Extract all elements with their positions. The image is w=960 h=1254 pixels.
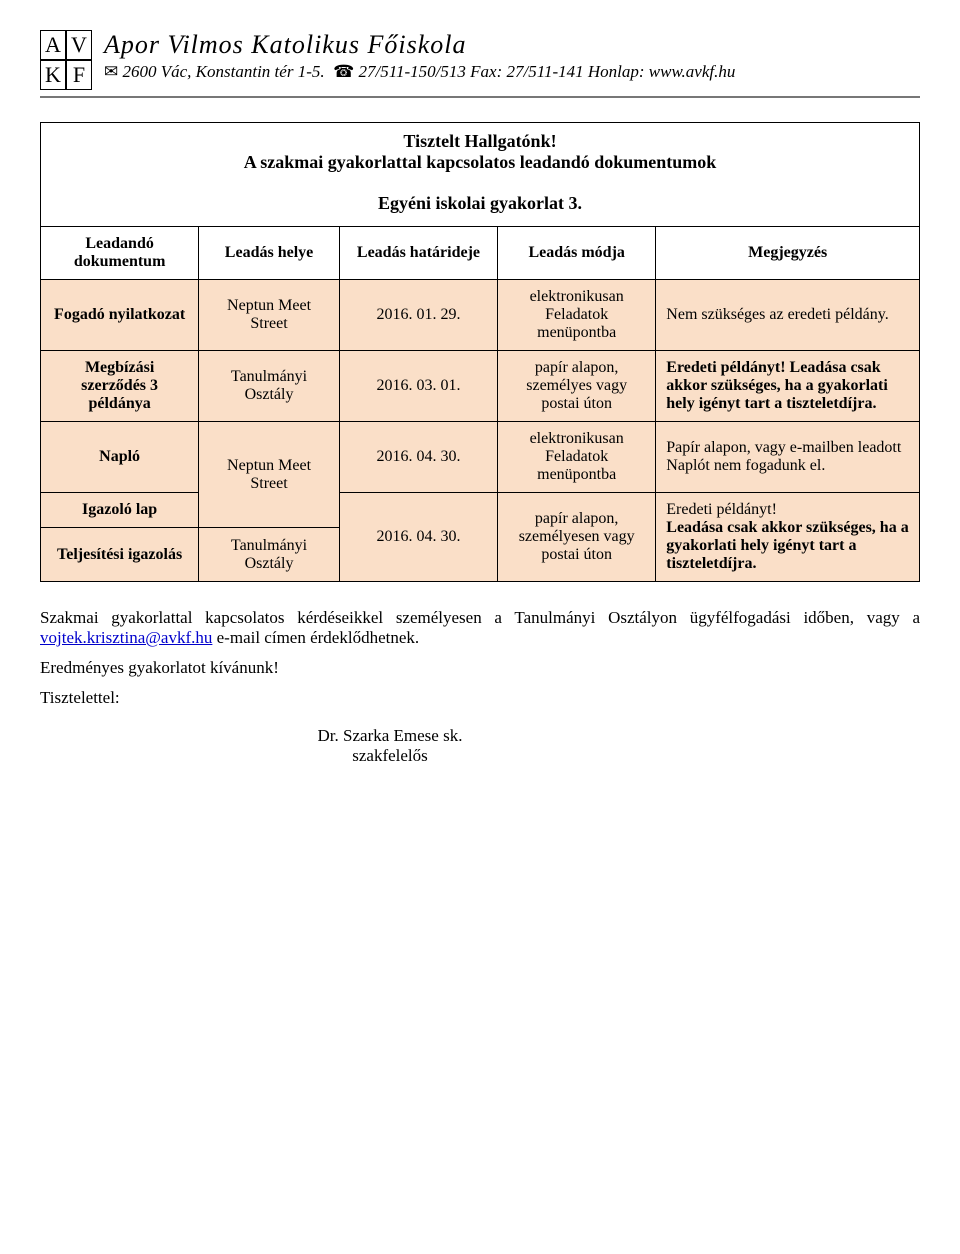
mail-icon: ✉ [104,62,118,81]
col-header: Megjegyzés [656,227,920,280]
method-cell: papír alapon, személyes vagy postai úton [498,351,656,422]
place-cell: Neptun Meet Street [199,422,340,528]
method-cell: papír alapon, személyesen vagy postai út… [498,493,656,582]
document-table: Tisztelt Hallgatónk! A szakmai gyakorlat… [40,122,920,582]
sig-name: Dr. Szarka Emese sk. [260,726,520,746]
footer-para3: Tisztelettel: [40,688,920,708]
subtitle: Egyéni iskolai gyakorlat 3. [51,189,909,218]
col-header: Leadandó dokumentum [41,227,199,280]
institution-name: Apor Vilmos Katolikus Főiskola [104,30,920,60]
logo-letter: F [66,60,92,90]
sig-role: szakfelelős [260,746,520,766]
col-header: Leadás helye [199,227,340,280]
place-cell: Tanulmányi Osztály [199,528,340,582]
footer-text: e-mail címen érdeklődhetnek. [212,628,419,647]
doc-cell: Fogadó nyilatkozat [41,280,199,351]
deadline-cell: 2016. 01. 29. [339,280,497,351]
note-cell: Nem szükséges az eredeti példány. [656,280,920,351]
address: 2600 Vác, Konstantin tér 1-5. [123,62,325,81]
title-line2: A szakmai gyakorlattal kapcsolatos leada… [51,152,909,173]
footer-text: Szakmai gyakorlattal kapcsolatos kérdése… [40,608,920,627]
signature-block: Dr. Szarka Emese sk. szakfelelős [260,726,520,766]
note-line1: Eredeti példányt! [666,501,777,518]
logo-letter: V [66,30,92,60]
deadline-cell: 2016. 04. 30. [339,493,497,582]
method-cell: elektronikusan Feladatok menüpontba [498,422,656,493]
title-line1: Tisztelt Hallgatónk! [51,131,909,152]
phone-icon: ☎ [333,62,354,81]
deadline-cell: 2016. 04. 30. [339,422,497,493]
col-header: Leadás határideje [339,227,497,280]
place-cell: Neptun Meet Street [199,280,340,351]
doc-cell: Megbízási szerződés 3 példánya [41,351,199,422]
note-cell: Eredeti példányt! Leadása csak akkor szü… [656,351,920,422]
contact-email-link[interactable]: vojtek.krisztina@avkf.hu [40,628,212,647]
method-cell: elektronikusan Feladatok menüpontba [498,280,656,351]
note-cell: Eredeti példányt! Leadása csak akkor szü… [656,493,920,582]
divider [40,96,920,98]
note-cell: Papír alapon, vagy e-mailben leadott Nap… [656,422,920,493]
footer-para1: Szakmai gyakorlattal kapcsolatos kérdése… [40,608,920,648]
phone: 27/511-150/513 Fax: 27/511-141 [359,62,584,81]
letterhead: A V K F Apor Vilmos Katolikus Főiskola ✉… [40,30,920,90]
col-header: Leadás módja [498,227,656,280]
doc-cell: Igazoló lap [41,493,199,528]
site: Honlap: www.avkf.hu [588,62,735,81]
doc-cell: Napló [41,422,199,493]
place-cell: Tanulmányi Osztály [199,351,340,422]
logo-letter: K [40,60,66,90]
footer: Szakmai gyakorlattal kapcsolatos kérdése… [40,608,920,766]
logo: A V K F [40,30,92,90]
deadline-cell: 2016. 03. 01. [339,351,497,422]
note-line2: Leadása csak akkor szükséges, ha a gyako… [666,519,908,572]
doc-cell: Teljesítési igazolás [41,528,199,582]
footer-para2: Eredményes gyakorlatot kívánunk! [40,658,920,678]
contact-line: ✉ 2600 Vác, Konstantin tér 1-5. ☎ 27/511… [104,62,920,82]
logo-letter: A [40,30,66,60]
